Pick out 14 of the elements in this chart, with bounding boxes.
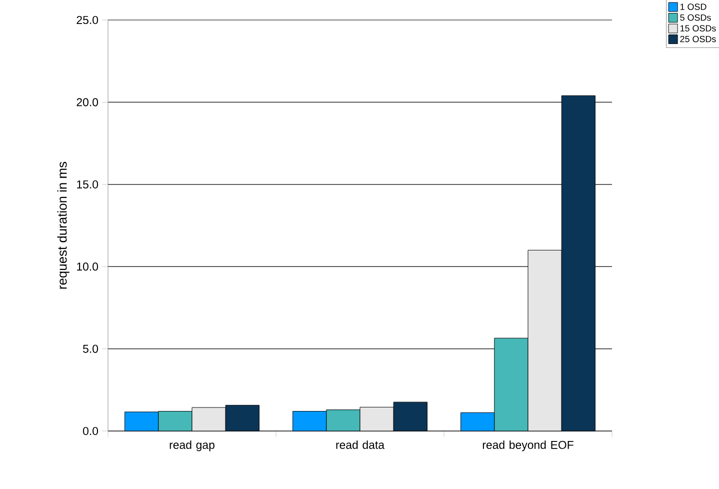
x-tick-label: read gap — [170, 440, 214, 452]
legend-label: 5 OSDs — [680, 14, 711, 21]
x-tick-label: read data — [336, 440, 385, 449]
y-tick-label: 25.0 — [76, 16, 98, 24]
legend-label: 15 OSDs — [680, 25, 716, 32]
y-tick-label: 10.0 — [77, 262, 98, 271]
legend-label: 1 OSD — [680, 4, 706, 10]
y-tick-label: 15.0 — [77, 180, 98, 188]
y-tick-label: 5.0 — [83, 344, 98, 353]
legend-label: 25 OSDs — [680, 36, 716, 42]
x-tick-label: read beyond EOF — [482, 440, 574, 452]
y-tick-label: 20.0 — [76, 98, 98, 106]
y-axis-title: request duration in ms — [57, 162, 70, 289]
y-tick-label: 0.0 — [83, 426, 98, 436]
